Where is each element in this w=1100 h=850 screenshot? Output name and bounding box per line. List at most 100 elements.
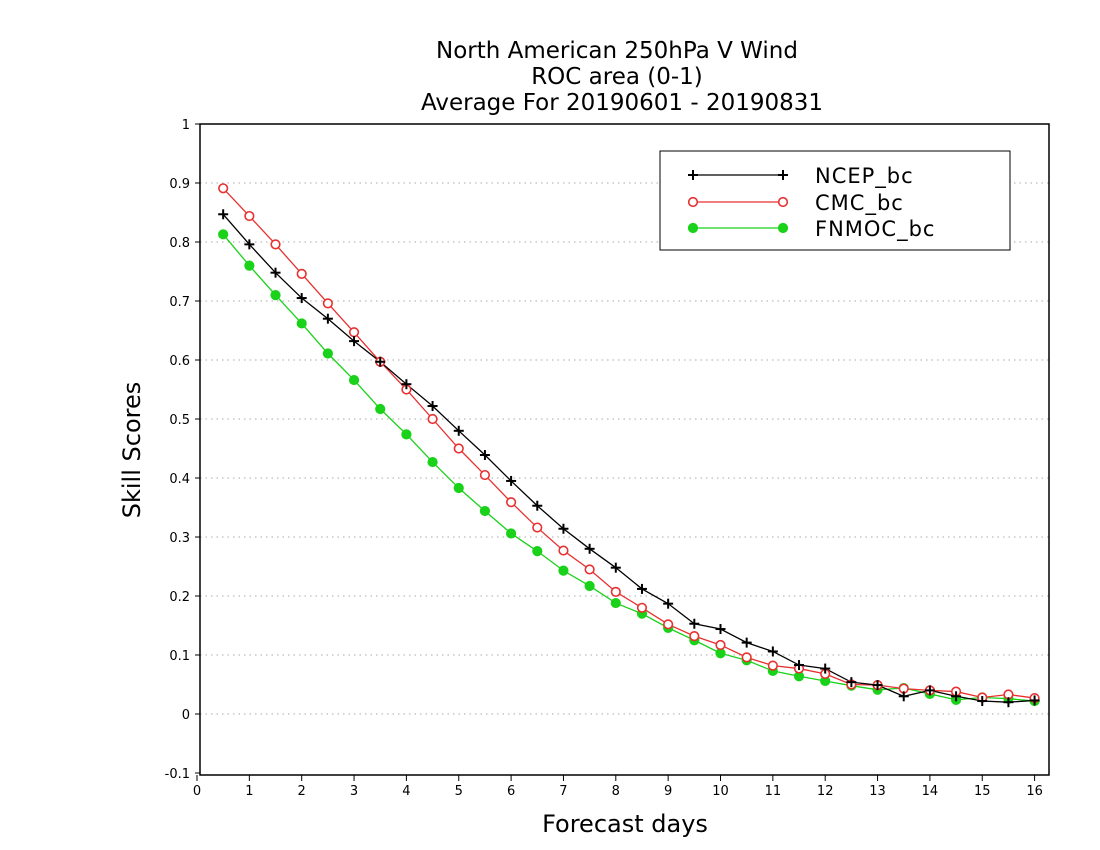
data-point-plus xyxy=(349,336,360,347)
data-point-plus xyxy=(846,677,857,688)
data-point-plus xyxy=(322,313,333,324)
data-point-filled-circle xyxy=(610,597,621,609)
y-axis: -0.1 0 0.1 0.2 0.3 0.4 0.5 0.6 0.7 0.8 0.9 1 xyxy=(165,118,200,782)
data-point-plus xyxy=(715,624,726,635)
y-tick-label: 0 xyxy=(182,708,190,723)
x-tick-label: 4 xyxy=(402,784,410,799)
y-axis-label: Skill Scores xyxy=(118,382,146,519)
x-tick-label: 9 xyxy=(664,784,672,799)
data-point-plus xyxy=(1003,697,1014,708)
series-points-fnmoc_bc xyxy=(218,229,1040,707)
data-point-plus xyxy=(532,500,543,511)
x-tick-label: 10 xyxy=(712,784,729,799)
legend-item-ncep_bc: NCEP_bc xyxy=(688,164,914,189)
data-point-filled-circle xyxy=(558,565,569,576)
data-point-plus xyxy=(663,598,674,609)
data-point-open-circle xyxy=(322,298,333,309)
data-point-plus xyxy=(636,583,647,594)
x-tick-label: 15 xyxy=(974,784,991,799)
series-lines xyxy=(222,187,1035,703)
data-point-plus xyxy=(244,239,255,250)
data-point-filled-circle xyxy=(584,580,595,592)
data-point-filled-circle xyxy=(244,260,255,271)
data-point-open-circle xyxy=(479,469,491,481)
data-point-plus xyxy=(924,685,935,696)
data-point-open-circle xyxy=(270,239,281,250)
y-tick-label: 0.1 xyxy=(169,649,190,664)
data-point-plus xyxy=(506,475,517,486)
data-point-plus xyxy=(794,660,805,671)
data-point-open-circle xyxy=(218,183,229,194)
data-point-plus xyxy=(270,267,281,278)
data-point-plus xyxy=(375,356,386,367)
data-point-filled-circle xyxy=(453,482,464,494)
data-point-filled-circle xyxy=(322,348,333,359)
data-point-filled-circle xyxy=(296,318,307,329)
series-line-ncep_bc xyxy=(222,213,1035,703)
data-point-filled-circle xyxy=(270,290,281,301)
y-tick-label: -0.1 xyxy=(165,767,190,782)
legend-item-fnmoc_bc: FNMOC_bc xyxy=(687,217,934,242)
y-tick-label: 0.3 xyxy=(169,531,190,546)
data-point-open-circle xyxy=(296,268,307,279)
x-tick-label: 0 xyxy=(193,784,201,799)
data-point-plus xyxy=(584,543,595,554)
data-point-open-circle xyxy=(584,564,595,575)
legend-label: NCEP_bc xyxy=(815,164,914,189)
data-point-plus xyxy=(453,425,464,436)
data-point-open-circle xyxy=(558,545,569,556)
x-tick-label: 8 xyxy=(612,784,620,799)
x-tick-label: 16 xyxy=(1026,784,1043,799)
x-tick-label: 2 xyxy=(298,784,306,799)
data-point-open-circle xyxy=(767,660,778,671)
data-point-open-circle xyxy=(689,631,700,642)
y-tick-label: 0.6 xyxy=(169,354,190,369)
data-point-open-circle xyxy=(663,619,674,630)
y-tick-label: 0.2 xyxy=(169,590,190,605)
data-point-open-circle xyxy=(244,210,255,222)
data-point-filled-circle xyxy=(348,374,360,386)
data-point-plus xyxy=(767,646,778,657)
chart-title: North American 250hPa V Wind ROC area (0… xyxy=(421,38,823,116)
y-tick-label: 0.9 xyxy=(169,177,190,192)
x-tick-label: 13 xyxy=(869,784,886,799)
data-point-open-circle xyxy=(506,497,517,508)
data-point-filled-circle xyxy=(427,456,438,468)
legend-box xyxy=(659,150,1011,251)
x-tick-label: 14 xyxy=(922,784,939,799)
data-point-filled-circle xyxy=(479,505,491,517)
data-point-plus xyxy=(610,562,621,573)
data-point-filled-circle xyxy=(532,546,543,557)
data-point-plus xyxy=(898,691,909,702)
data-point-filled-circle xyxy=(506,528,517,539)
x-tick-label: 5 xyxy=(455,784,463,799)
x-axis: 0 1 2 3 4 5 6 7 8 9 10 11 12 13 14 15 16 xyxy=(193,775,1043,799)
data-point-plus xyxy=(218,209,229,220)
data-point-plus xyxy=(296,293,307,304)
data-point-open-circle xyxy=(687,196,699,208)
x-tick-label: 1 xyxy=(245,784,253,799)
data-point-plus xyxy=(689,618,700,629)
data-point-plus xyxy=(427,401,438,412)
data-point-open-circle xyxy=(777,196,789,208)
y-tick-label: 1 xyxy=(182,118,190,133)
data-point-plus xyxy=(977,696,988,707)
y-tick-label: 0.8 xyxy=(169,236,190,251)
x-tick-label: 6 xyxy=(507,784,515,799)
x-tick-label: 11 xyxy=(765,784,782,799)
data-point-filled-circle xyxy=(375,403,386,415)
data-point-open-circle xyxy=(610,586,621,597)
y-tick-label: 0.4 xyxy=(169,472,190,487)
title-line-2: ROC area (0-1) xyxy=(531,64,703,90)
series-points-cmc_bc xyxy=(218,183,1040,704)
gridlines xyxy=(200,182,1049,715)
title-line-3: Average For 20190601 - 20190831 xyxy=(421,90,823,116)
data-point-open-circle xyxy=(715,639,726,651)
data-point-plus xyxy=(479,449,490,460)
data-point-open-circle xyxy=(532,522,543,533)
data-point-plus xyxy=(820,663,831,674)
data-point-filled-circle xyxy=(687,222,699,234)
data-point-plus xyxy=(778,170,788,180)
title-line-1: North American 250hPa V Wind xyxy=(436,38,798,64)
